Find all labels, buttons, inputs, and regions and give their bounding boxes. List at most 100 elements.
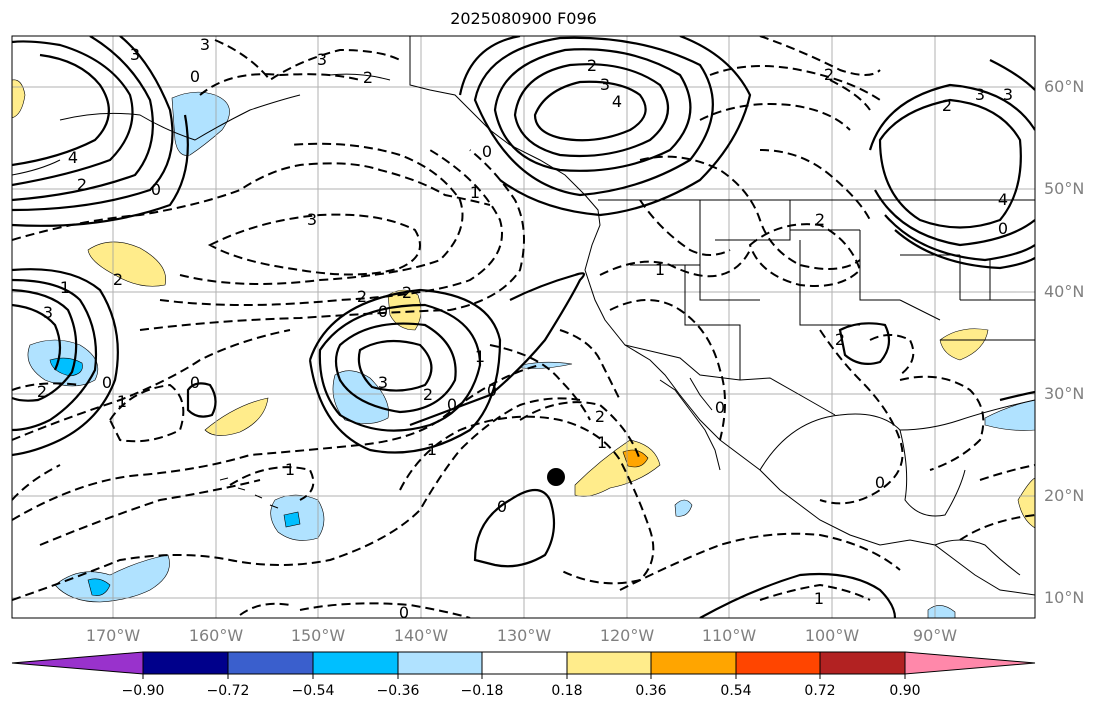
lon-label: 160°W [188, 626, 244, 645]
contour-label: 0 [487, 381, 497, 400]
contour-label: 4 [612, 92, 622, 111]
contour-label: 4 [68, 148, 78, 167]
lat-label: 40°N [1044, 282, 1085, 301]
lat-label: 50°N [1044, 179, 1085, 198]
colorbar-tick-label: −0.54 [291, 683, 335, 699]
contour-label: 3 [130, 45, 140, 64]
shade-yellow-nw [87, 241, 167, 287]
colorbar-tick-label: −0.36 [376, 683, 420, 699]
lon-label: 140°W [393, 626, 449, 645]
lon-label: 110°W [701, 626, 757, 645]
map-title: 2025080900 F096 [450, 9, 597, 28]
contour-label: 2 [77, 175, 87, 194]
contour-label: 2 [824, 65, 834, 84]
shade-yellow-se [1017, 477, 1035, 529]
contour-label: 3 [307, 210, 317, 229]
shade-blue-aleutian [171, 91, 230, 156]
colorbar-tick-label: −0.18 [460, 683, 504, 699]
colorbar-low-extension [11, 651, 144, 675]
contour-label: 1 [60, 278, 70, 297]
colorbar-tick-label: 0.54 [720, 683, 752, 699]
contour-label: 3 [975, 85, 985, 104]
lon-label: 130°W [496, 626, 552, 645]
coastlines [12, 36, 1035, 596]
contour-label: 3 [600, 75, 610, 94]
contour-label: 1 [814, 589, 824, 608]
shade-blue-se2 [927, 605, 956, 618]
colorbar-segment [142, 651, 229, 675]
contour-label: 0 [378, 302, 388, 321]
lon-label: 170°W [85, 626, 141, 645]
colorbar-tick-label: 0.90 [889, 683, 921, 699]
contour-label: 2 [113, 270, 123, 289]
contour-label: 2 [402, 283, 412, 302]
colorbar-segment [566, 651, 652, 675]
colorbar-segment [735, 651, 821, 675]
colorbar-segment [312, 651, 399, 675]
lat-label: 10°N [1044, 588, 1085, 607]
contour-label: 2 [595, 407, 605, 426]
lat-label: 30°N [1044, 384, 1085, 403]
contour-label: 2 [37, 382, 47, 401]
shade-blue-se [984, 399, 1035, 431]
colorbar-segment [481, 651, 568, 675]
contour-label: 2 [587, 56, 597, 75]
colorbar-segment [227, 651, 314, 675]
shade-orange-mx [622, 449, 649, 468]
shade-yellow-sw [204, 397, 269, 436]
shade-yellow-mx [574, 439, 661, 497]
contour-label: 3 [378, 373, 388, 392]
contour-label: 0 [447, 395, 457, 414]
contour-label: 1 [470, 183, 480, 202]
lon-label: 90°W [912, 626, 958, 645]
colorbar-segment [819, 651, 906, 675]
contour-label: 2 [815, 210, 825, 229]
lat-label: 60°N [1044, 77, 1085, 96]
contour-label: 0 [190, 373, 200, 392]
contour-label: 0 [190, 67, 200, 86]
contour-label: 1 [597, 433, 607, 452]
shade-yellow-east [939, 328, 989, 361]
shading-layer [12, 79, 1035, 618]
contour-label: 0 [482, 142, 492, 161]
solid-contours [12, 36, 1035, 618]
contour-label: 2 [835, 330, 845, 349]
storm-position-marker [547, 468, 565, 486]
colorbar-segment [650, 651, 737, 675]
contour-label: 0 [102, 373, 112, 392]
lon-label: 120°W [599, 626, 655, 645]
contour-label: 4 [998, 190, 1008, 209]
contour-label: 1 [427, 440, 437, 459]
contour-labels: 3 3 2 0 4 2 0 3 2 2 4 3 0 1 3 2 3 0 2 1 … [37, 35, 1013, 618]
contour-label: 0 [497, 497, 507, 516]
colorbar-tick-label: −0.90 [121, 683, 165, 699]
contour-label: 0 [151, 180, 161, 199]
colorbar [11, 651, 1036, 679]
colorbar-segment [397, 651, 483, 675]
colorbar-tick-label: −0.72 [206, 683, 250, 699]
contour-label: 0 [998, 219, 1008, 238]
colorbar-tick-label: 0.18 [551, 683, 583, 699]
contour-label: 0 [715, 398, 725, 417]
contour-label: 2 [363, 68, 373, 87]
contour-label: 3 [43, 303, 53, 322]
shade-cyan-hawaii [283, 511, 301, 528]
contour-label: 1 [655, 260, 665, 279]
shade-yellow-west [12, 79, 26, 119]
lat-label: 20°N [1044, 486, 1085, 505]
contour-label: 2 [942, 96, 952, 115]
contour-label: 0 [875, 473, 885, 492]
plot-frame [11, 35, 1036, 619]
contour-label: 1 [475, 347, 485, 366]
lon-label: 150°W [290, 626, 346, 645]
graticule [12, 36, 1035, 618]
shade-cyan-south [87, 578, 111, 596]
contour-label: 3 [200, 35, 210, 54]
colorbar-tick-label: 0.72 [804, 683, 836, 699]
contour-label: 3 [317, 50, 327, 69]
lon-label: 100°W [804, 626, 860, 645]
contour-label: 2 [423, 385, 433, 404]
colorbar-high-extension [904, 651, 1036, 675]
colorbar-tick-label: 0.36 [635, 683, 667, 699]
shade-blue-tiny [674, 499, 693, 517]
